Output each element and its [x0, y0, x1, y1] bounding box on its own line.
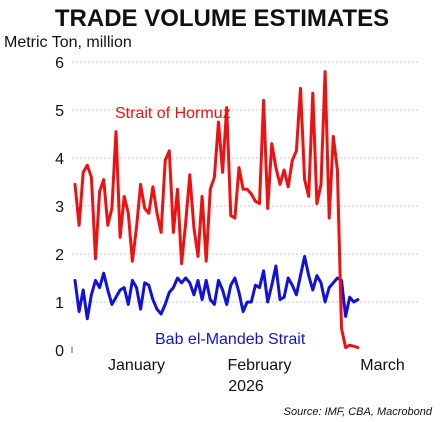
y-tick-labels: 0 1 2 3 4 5 6	[55, 55, 64, 360]
y-tick-label: 3	[55, 199, 64, 216]
annotation-bab-el-mandeb: Bab el-Mandeb Strait	[155, 331, 306, 348]
y-tick-label: 1	[55, 295, 64, 312]
x-tick-label-march: March	[360, 357, 404, 374]
y-tick-label: 4	[55, 151, 64, 168]
series-lines	[73, 70, 360, 350]
x-tick-labels: January February March	[108, 357, 405, 374]
y-tick-label: 0	[55, 343, 64, 360]
x-tick-label-january: January	[108, 357, 165, 374]
series-line-bab-el-mandeb-strait	[73, 254, 360, 321]
series-line-strait-of-hormuz	[73, 70, 360, 350]
gridlines	[71, 61, 418, 353]
y-tick-label: 5	[55, 103, 64, 120]
x-tick-label-february: February	[227, 357, 291, 374]
y-tick-label: 6	[55, 55, 64, 72]
y-tick-label: 2	[55, 247, 64, 264]
x-axis-label: 2026	[228, 378, 264, 395]
annotation-strait-of-hormuz: Strait of Hormuz	[115, 105, 231, 122]
y-axis-label: Metric Ton, million	[4, 34, 132, 51]
source-note: Source: IMF, CBA, Macrobond	[284, 406, 433, 418]
chart-title: TRADE VOLUME ESTIMATES	[55, 5, 389, 32]
